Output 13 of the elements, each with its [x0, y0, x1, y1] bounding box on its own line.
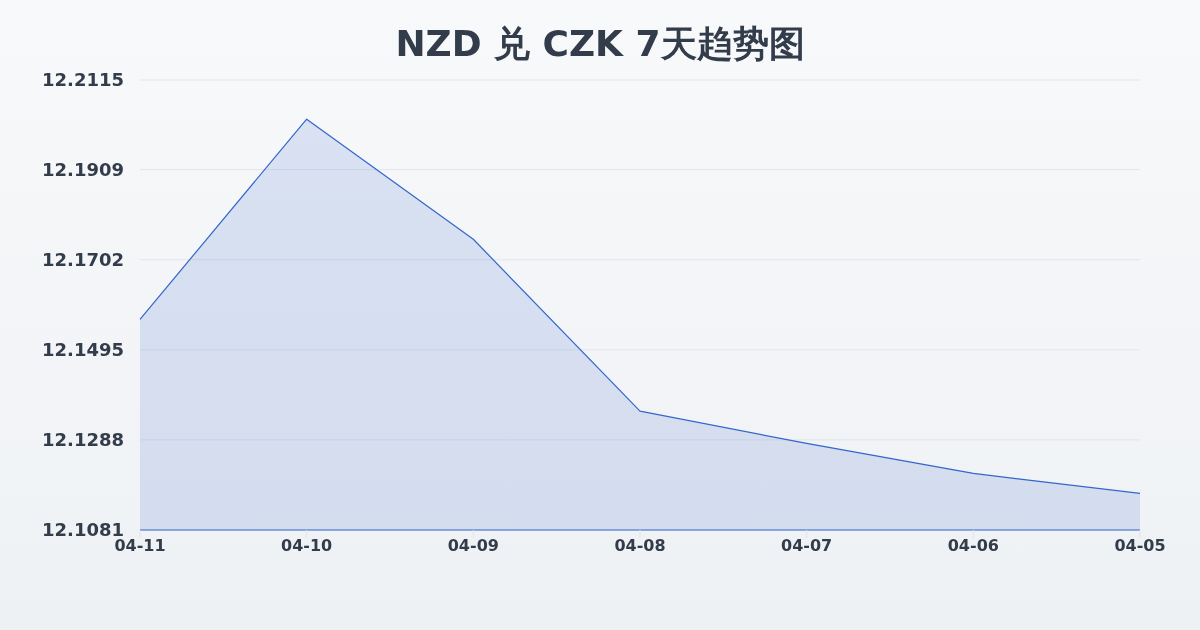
x-tick-label: 04-11 [114, 536, 166, 556]
x-tick-label: 04-07 [781, 536, 833, 556]
y-tick-label: 12.1909 [42, 159, 124, 181]
y-tick-label: 12.2115 [42, 69, 124, 91]
x-tick-label: 04-10 [281, 536, 333, 556]
y-tick-label: 12.1288 [42, 429, 124, 451]
x-tick-label: 04-06 [947, 536, 999, 556]
y-tick-label: 12.1702 [42, 249, 124, 271]
chart-title: NZD 兑 CZK 7天趋势图 [394, 22, 806, 66]
x-tick-label: 04-09 [447, 536, 499, 556]
x-tick-label: 04-08 [614, 536, 666, 556]
x-tick-label: 04-05 [1114, 536, 1166, 556]
y-tick-label: 12.1495 [42, 339, 124, 361]
